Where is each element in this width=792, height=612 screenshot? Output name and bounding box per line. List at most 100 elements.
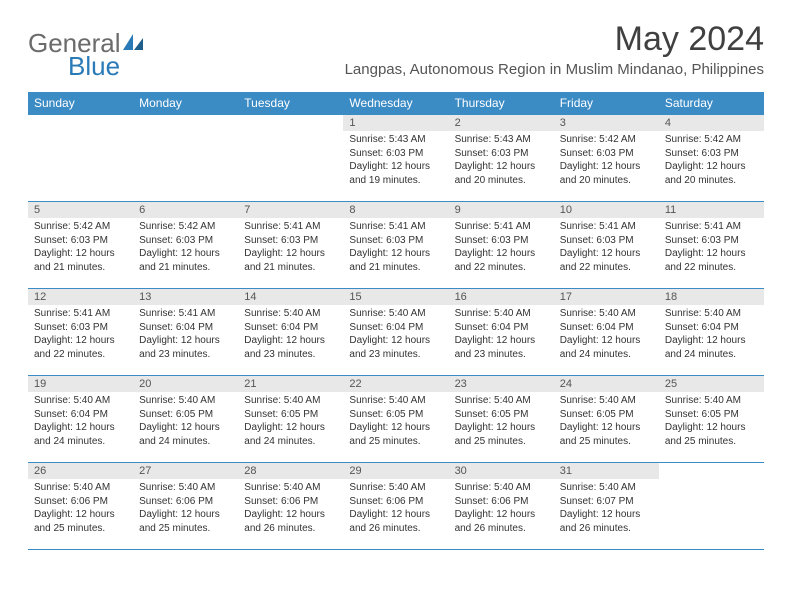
location-text: Langpas, Autonomous Region in Muslim Min… <box>345 61 764 78</box>
day-cell: 24Sunrise: 5:40 AMSunset: 6:05 PMDayligh… <box>554 376 659 462</box>
day-details: Sunrise: 5:41 AMSunset: 6:03 PMDaylight:… <box>659 218 764 278</box>
day-number: 28 <box>238 463 343 479</box>
day-details: Sunrise: 5:40 AMSunset: 6:06 PMDaylight:… <box>449 479 554 539</box>
calendar-grid: SundayMondayTuesdayWednesdayThursdayFrid… <box>28 92 764 550</box>
day-number: 21 <box>238 376 343 392</box>
weeks-container: 1Sunrise: 5:43 AMSunset: 6:03 PMDaylight… <box>28 114 764 550</box>
day-details: Sunrise: 5:40 AMSunset: 6:06 PMDaylight:… <box>238 479 343 539</box>
day-cell: 9Sunrise: 5:41 AMSunset: 6:03 PMDaylight… <box>449 202 554 288</box>
day-cell: 15Sunrise: 5:40 AMSunset: 6:04 PMDayligh… <box>343 289 448 375</box>
day-number: 13 <box>133 289 238 305</box>
day-cell: 22Sunrise: 5:40 AMSunset: 6:05 PMDayligh… <box>343 376 448 462</box>
day-cell: 13Sunrise: 5:41 AMSunset: 6:04 PMDayligh… <box>133 289 238 375</box>
day-cell: 6Sunrise: 5:42 AMSunset: 6:03 PMDaylight… <box>133 202 238 288</box>
day-cell: 16Sunrise: 5:40 AMSunset: 6:04 PMDayligh… <box>449 289 554 375</box>
day-number: 3 <box>554 115 659 131</box>
week-row: 1Sunrise: 5:43 AMSunset: 6:03 PMDaylight… <box>28 114 764 201</box>
day-number: 19 <box>28 376 133 392</box>
day-number: 20 <box>133 376 238 392</box>
weekday-header: Thursday <box>449 92 554 114</box>
logo: General Blue <box>28 28 145 82</box>
day-number: 24 <box>554 376 659 392</box>
day-details: Sunrise: 5:42 AMSunset: 6:03 PMDaylight:… <box>28 218 133 278</box>
day-number: 11 <box>659 202 764 218</box>
week-row: 5Sunrise: 5:42 AMSunset: 6:03 PMDaylight… <box>28 201 764 288</box>
day-cell: 20Sunrise: 5:40 AMSunset: 6:05 PMDayligh… <box>133 376 238 462</box>
day-number: 6 <box>133 202 238 218</box>
day-cell: 8Sunrise: 5:41 AMSunset: 6:03 PMDaylight… <box>343 202 448 288</box>
day-number: 22 <box>343 376 448 392</box>
day-number: 25 <box>659 376 764 392</box>
day-details: Sunrise: 5:40 AMSunset: 6:05 PMDaylight:… <box>343 392 448 452</box>
day-number: 29 <box>343 463 448 479</box>
day-number: 30 <box>449 463 554 479</box>
day-cell: 23Sunrise: 5:40 AMSunset: 6:05 PMDayligh… <box>449 376 554 462</box>
day-details: Sunrise: 5:40 AMSunset: 6:05 PMDaylight:… <box>449 392 554 452</box>
day-details: Sunrise: 5:40 AMSunset: 6:05 PMDaylight:… <box>554 392 659 452</box>
day-number: 15 <box>343 289 448 305</box>
day-details: Sunrise: 5:40 AMSunset: 6:04 PMDaylight:… <box>659 305 764 365</box>
day-number: 10 <box>554 202 659 218</box>
day-cell: 18Sunrise: 5:40 AMSunset: 6:04 PMDayligh… <box>659 289 764 375</box>
day-cell <box>28 115 133 201</box>
day-number: 18 <box>659 289 764 305</box>
weekday-header: Friday <box>554 92 659 114</box>
day-number: 8 <box>343 202 448 218</box>
day-cell: 28Sunrise: 5:40 AMSunset: 6:06 PMDayligh… <box>238 463 343 549</box>
day-number: 27 <box>133 463 238 479</box>
day-cell: 21Sunrise: 5:40 AMSunset: 6:05 PMDayligh… <box>238 376 343 462</box>
week-row: 26Sunrise: 5:40 AMSunset: 6:06 PMDayligh… <box>28 462 764 550</box>
day-cell: 27Sunrise: 5:40 AMSunset: 6:06 PMDayligh… <box>133 463 238 549</box>
day-number: 7 <box>238 202 343 218</box>
day-cell: 1Sunrise: 5:43 AMSunset: 6:03 PMDaylight… <box>343 115 448 201</box>
day-number: 12 <box>28 289 133 305</box>
day-details: Sunrise: 5:41 AMSunset: 6:03 PMDaylight:… <box>554 218 659 278</box>
header: General Blue May 2024 Langpas, Autonomou… <box>28 20 764 82</box>
day-cell: 29Sunrise: 5:40 AMSunset: 6:06 PMDayligh… <box>343 463 448 549</box>
day-details: Sunrise: 5:41 AMSunset: 6:03 PMDaylight:… <box>238 218 343 278</box>
logo-sail-icon <box>123 28 145 59</box>
day-details: Sunrise: 5:41 AMSunset: 6:03 PMDaylight:… <box>343 218 448 278</box>
day-details: Sunrise: 5:41 AMSunset: 6:04 PMDaylight:… <box>133 305 238 365</box>
day-number: 9 <box>449 202 554 218</box>
week-row: 19Sunrise: 5:40 AMSunset: 6:04 PMDayligh… <box>28 375 764 462</box>
day-cell: 26Sunrise: 5:40 AMSunset: 6:06 PMDayligh… <box>28 463 133 549</box>
day-details: Sunrise: 5:43 AMSunset: 6:03 PMDaylight:… <box>449 131 554 191</box>
day-cell: 12Sunrise: 5:41 AMSunset: 6:03 PMDayligh… <box>28 289 133 375</box>
day-cell: 10Sunrise: 5:41 AMSunset: 6:03 PMDayligh… <box>554 202 659 288</box>
logo-text-stack: General Blue <box>28 28 145 82</box>
day-cell: 25Sunrise: 5:40 AMSunset: 6:05 PMDayligh… <box>659 376 764 462</box>
day-details: Sunrise: 5:42 AMSunset: 6:03 PMDaylight:… <box>554 131 659 191</box>
day-number: 17 <box>554 289 659 305</box>
day-details: Sunrise: 5:40 AMSunset: 6:05 PMDaylight:… <box>238 392 343 452</box>
day-number: 4 <box>659 115 764 131</box>
day-cell: 11Sunrise: 5:41 AMSunset: 6:03 PMDayligh… <box>659 202 764 288</box>
day-details: Sunrise: 5:41 AMSunset: 6:03 PMDaylight:… <box>28 305 133 365</box>
day-details: Sunrise: 5:40 AMSunset: 6:06 PMDaylight:… <box>133 479 238 539</box>
day-details: Sunrise: 5:43 AMSunset: 6:03 PMDaylight:… <box>343 131 448 191</box>
day-details: Sunrise: 5:42 AMSunset: 6:03 PMDaylight:… <box>133 218 238 278</box>
day-cell: 2Sunrise: 5:43 AMSunset: 6:03 PMDaylight… <box>449 115 554 201</box>
weekday-header: Wednesday <box>343 92 448 114</box>
day-cell: 31Sunrise: 5:40 AMSunset: 6:07 PMDayligh… <box>554 463 659 549</box>
day-number: 1 <box>343 115 448 131</box>
day-number: 14 <box>238 289 343 305</box>
weekday-header: Saturday <box>659 92 764 114</box>
day-details: Sunrise: 5:40 AMSunset: 6:05 PMDaylight:… <box>659 392 764 452</box>
day-details: Sunrise: 5:40 AMSunset: 6:04 PMDaylight:… <box>554 305 659 365</box>
day-cell <box>133 115 238 201</box>
title-block: May 2024 Langpas, Autonomous Region in M… <box>345 20 764 78</box>
day-details: Sunrise: 5:40 AMSunset: 6:06 PMDaylight:… <box>343 479 448 539</box>
calendar-page: General Blue May 2024 Langpas, Autonomou… <box>0 0 792 570</box>
day-cell: 4Sunrise: 5:42 AMSunset: 6:03 PMDaylight… <box>659 115 764 201</box>
day-cell: 5Sunrise: 5:42 AMSunset: 6:03 PMDaylight… <box>28 202 133 288</box>
day-cell: 7Sunrise: 5:41 AMSunset: 6:03 PMDaylight… <box>238 202 343 288</box>
day-cell <box>238 115 343 201</box>
day-details: Sunrise: 5:40 AMSunset: 6:04 PMDaylight:… <box>238 305 343 365</box>
day-details: Sunrise: 5:40 AMSunset: 6:04 PMDaylight:… <box>449 305 554 365</box>
day-number: 31 <box>554 463 659 479</box>
day-cell: 14Sunrise: 5:40 AMSunset: 6:04 PMDayligh… <box>238 289 343 375</box>
day-number: 16 <box>449 289 554 305</box>
day-details: Sunrise: 5:40 AMSunset: 6:07 PMDaylight:… <box>554 479 659 539</box>
day-number: 2 <box>449 115 554 131</box>
